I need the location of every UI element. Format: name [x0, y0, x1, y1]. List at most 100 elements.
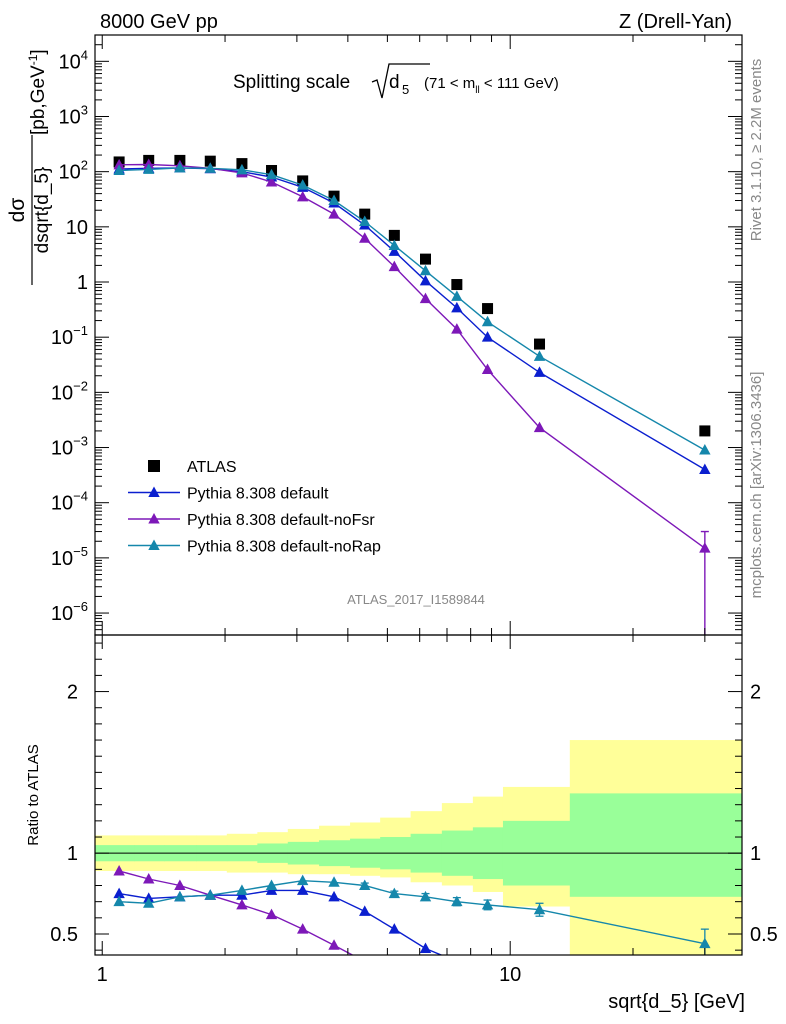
data-point-2 — [699, 542, 711, 553]
ratio-point-1 — [113, 864, 125, 876]
series-line-1 — [119, 167, 706, 471]
ratio-y-axis-label: Ratio to ATLAS — [25, 744, 42, 845]
ratio-y-tick-label-right: 0.5 — [750, 924, 778, 946]
data-point-3 — [143, 163, 155, 174]
legend-label: ATLAS — [187, 459, 237, 476]
data-point-3 — [699, 444, 711, 455]
ratio-point-2 — [388, 887, 401, 899]
data-point-3 — [419, 264, 432, 276]
data-point-2 — [481, 363, 494, 374]
data-point-2 — [265, 175, 278, 187]
title-sqrt-sign — [371, 63, 430, 99]
ratio-point-2 — [699, 937, 711, 949]
legend-marker — [148, 486, 160, 497]
ratio-point-0 — [296, 884, 309, 895]
y-tick-label: 10−4 — [51, 489, 88, 515]
data-point-2 — [388, 260, 401, 272]
data-point-1 — [481, 331, 494, 342]
data-point-1 — [419, 274, 432, 286]
ylabel-unit: [pb,GeV-1] — [26, 49, 49, 135]
legend-label: Pythia 8.308 default — [187, 486, 329, 503]
ratio-point-0 — [328, 890, 340, 902]
ratio-point-2 — [174, 890, 186, 902]
y-tick-label: 10 — [66, 217, 88, 239]
ratio-point-2 — [328, 876, 340, 887]
header-left: 8000 GeV pp — [100, 11, 218, 33]
data-point-2 — [296, 190, 309, 202]
ratio-point-2 — [451, 895, 463, 907]
y-tick-label: 104 — [59, 47, 88, 73]
y-tick-label: 103 — [59, 102, 88, 128]
atlas-data-point — [451, 279, 463, 291]
y-tick-label: 102 — [59, 158, 88, 184]
data-point-3 — [481, 315, 494, 327]
atlas-data-point — [388, 229, 400, 241]
data-point-3 — [113, 164, 125, 175]
ratio-point-1 — [359, 955, 370, 966]
data-point-3 — [204, 162, 216, 173]
ratio-point-0 — [419, 942, 432, 954]
main-y-axis-label: dσ dsqrt{d_5} [pb,GeV-1] — [6, 49, 53, 285]
ratio-point-1 — [236, 898, 248, 910]
data-point-3 — [451, 290, 463, 301]
atlas-data-point — [359, 208, 371, 220]
title-sqrt-symbol: d — [389, 72, 400, 93]
ratio-point-2 — [296, 874, 309, 886]
ratio-y-tick-label: 0.5 — [50, 924, 78, 946]
legend-marker — [148, 513, 160, 524]
ratio-point-2 — [533, 903, 546, 915]
mcplots-label: mcplots.cern.ch [arXiv:1306.3436] — [748, 372, 765, 599]
ratio-point-2 — [143, 897, 155, 908]
ratio-plot-frame — [94, 634, 743, 956]
ratio-point-1 — [174, 879, 186, 891]
atlas-data-point — [699, 425, 711, 437]
analysis-id-label: ATLAS_2017_I1589844 — [347, 592, 485, 607]
atlas-data-point — [419, 253, 431, 265]
ratio-point-1 — [265, 908, 278, 920]
ratio-point-1 — [389, 967, 400, 978]
y-tick-label: 10−2 — [51, 378, 88, 404]
y-tick-label: 10−6 — [51, 599, 88, 625]
ratio-point-0 — [388, 923, 401, 934]
y-tick-label: 10−3 — [51, 434, 88, 460]
ratio-point-0 — [451, 955, 462, 966]
data-point-3 — [296, 179, 309, 190]
ratio-point-2 — [113, 895, 125, 907]
ratio-point-1 — [143, 873, 155, 884]
data-point-3 — [328, 194, 340, 206]
y-tick-label: 1 — [77, 272, 88, 294]
legend-label: Pythia 8.308 default-noRap — [187, 539, 381, 556]
ratio-point-0 — [482, 968, 493, 979]
data-point-2 — [359, 232, 371, 243]
x-tick-label: 1 — [97, 964, 108, 986]
legend-label: Pythia 8.308 default-noFsr — [187, 512, 375, 529]
ratio-point-2 — [236, 884, 248, 895]
chart-title: Splitting scale — [233, 72, 350, 93]
rivet-version-label: Rivet 3.1.10, ≥ 2.2M events — [748, 59, 765, 242]
atlas-data-point — [482, 303, 494, 315]
data-point-2 — [533, 421, 546, 433]
data-point-1 — [699, 463, 711, 474]
ratio-point-1 — [328, 939, 340, 950]
data-point-3 — [359, 215, 371, 226]
ratio-y-tick-label: 1 — [67, 843, 78, 865]
data-point-1 — [451, 301, 463, 313]
ratio-point-0 — [359, 905, 371, 916]
ylabel-numerator: dσ — [6, 198, 29, 223]
data-point-3 — [174, 161, 186, 173]
ratio-y-tick-label: 2 — [67, 682, 78, 704]
data-point-3 — [533, 350, 546, 361]
ratio-point-2 — [204, 889, 216, 900]
data-point-3 — [388, 239, 401, 250]
y-tick-label: 10−5 — [51, 544, 88, 570]
atlas-data-point — [236, 158, 248, 170]
data-point-3 — [265, 168, 278, 180]
title-range: (71 < mll < 111 GeV) — [424, 75, 559, 96]
data-point-1 — [388, 245, 401, 256]
ratio-point-2 — [359, 879, 371, 891]
uncertainty-band-stat — [569, 793, 742, 897]
data-point-1 — [533, 366, 546, 377]
ylabel-denominator: dsqrt{d_5} — [32, 167, 53, 254]
